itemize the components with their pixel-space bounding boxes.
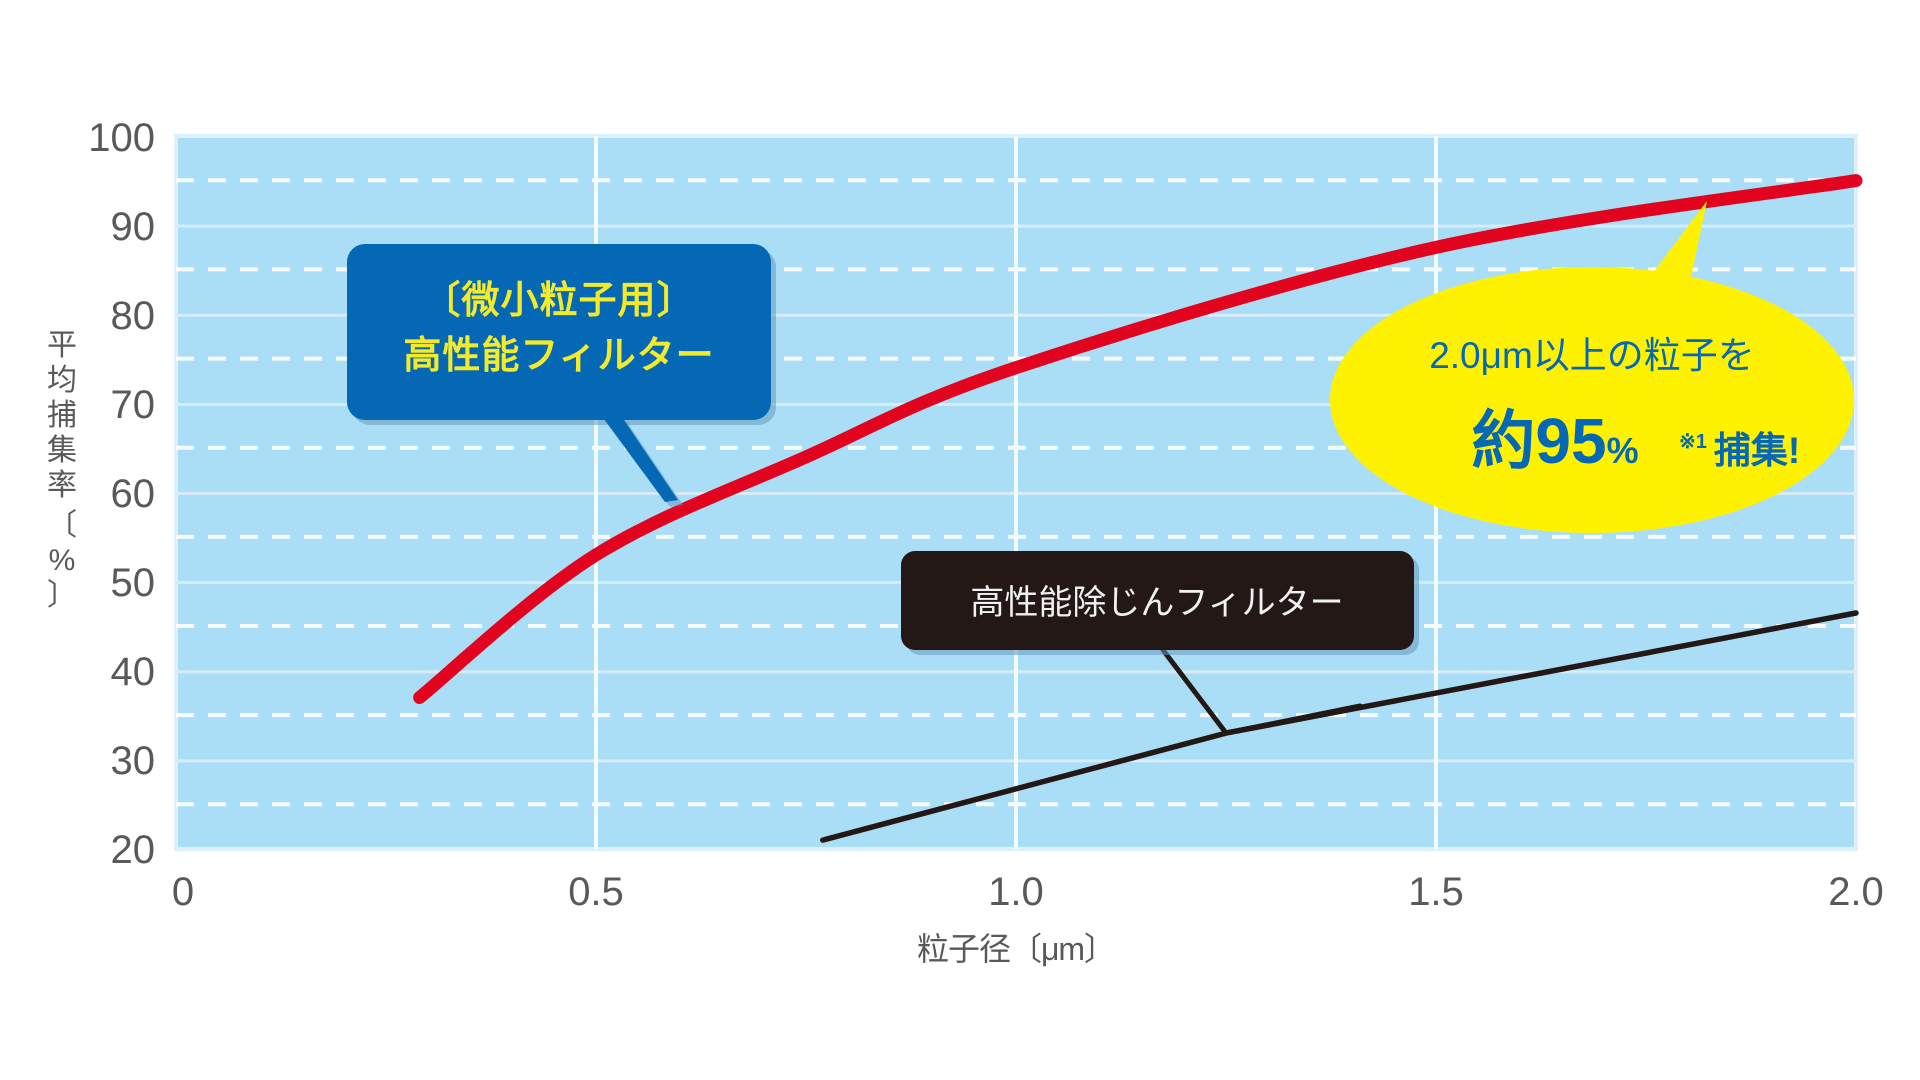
svg-text:平: 平 (47, 329, 77, 362)
svg-text:均: 均 (47, 364, 77, 397)
svg-text:〔微小粒子用〕: 〔微小粒子用〕 (422, 279, 695, 322)
svg-text:0: 0 (172, 870, 194, 914)
svg-text:率: 率 (47, 469, 77, 502)
svg-text:30: 30 (111, 739, 156, 783)
svg-text:捕: 捕 (47, 399, 77, 432)
svg-text:80: 80 (111, 294, 156, 338)
svg-text:20: 20 (111, 828, 156, 872)
svg-text:粒子径〔μm〕: 粒子径〔μm〕 (917, 931, 1115, 967)
svg-text:〔: 〔 (47, 509, 77, 542)
svg-text:50: 50 (111, 561, 156, 605)
svg-text:2.0μm以上の粒子を: 2.0μm以上の粒子を (1429, 335, 1755, 376)
svg-text:捕集!: 捕集! (1714, 430, 1800, 471)
svg-text:60: 60 (111, 472, 156, 516)
svg-text:高性能除じんフィルター: 高性能除じんフィルター (970, 584, 1343, 622)
svg-text:40: 40 (111, 650, 156, 694)
svg-text:%: % (49, 544, 76, 577)
svg-text:高性能フィルター: 高性能フィルター (403, 335, 714, 377)
svg-text:90: 90 (111, 205, 156, 249)
svg-text:1.5: 1.5 (1408, 870, 1464, 914)
svg-text:※1: ※1 (1679, 431, 1707, 453)
svg-text:集: 集 (47, 434, 77, 467)
svg-text:2.0: 2.0 (1828, 870, 1884, 914)
svg-text:100: 100 (88, 116, 155, 160)
svg-text:1.0: 1.0 (988, 870, 1044, 914)
svg-text:〕: 〕 (47, 579, 77, 612)
svg-text:0.5: 0.5 (568, 870, 624, 914)
svg-text:70: 70 (111, 383, 156, 427)
